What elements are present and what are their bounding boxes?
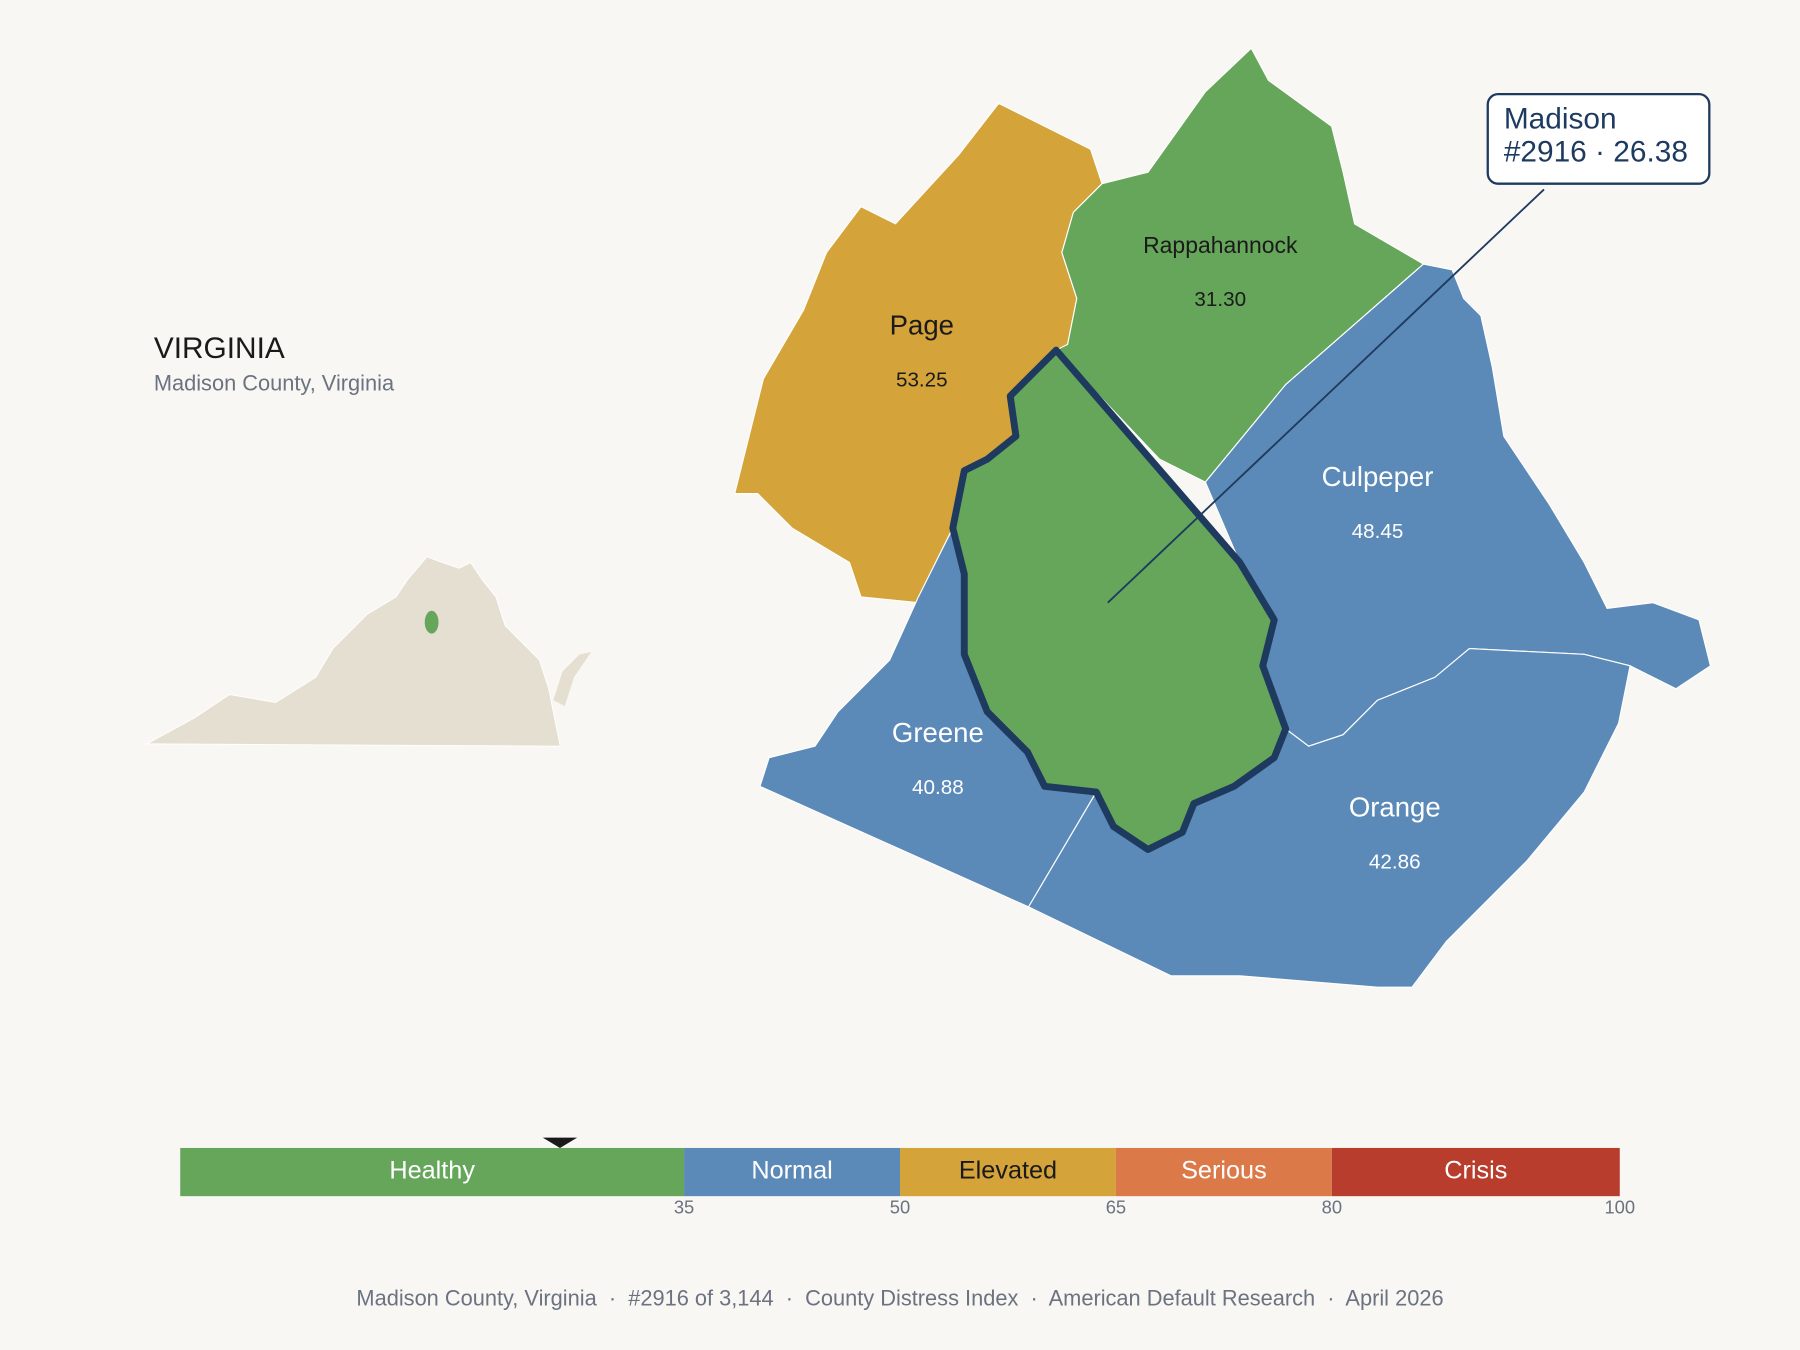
scale-label: Healthy — [389, 1157, 475, 1185]
county-value: 53.25 — [896, 369, 948, 392]
scale-segment — [684, 1147, 900, 1197]
county-name: Culpeper — [1322, 461, 1434, 492]
scale-tick-label: 50 — [890, 1197, 910, 1218]
scale-tick-label: 65 — [1106, 1197, 1126, 1218]
county-name: Orange — [1349, 792, 1441, 823]
callout-detail: #2916 · 26.38 — [1504, 136, 1688, 169]
subtitle: Madison County, Virginia — [154, 370, 395, 395]
callout-leader — [1107, 188, 1545, 604]
scale-segment — [180, 1147, 685, 1197]
scale-tick-label: 35 — [674, 1197, 694, 1218]
scale-tick-label: 80 — [1322, 1197, 1342, 1218]
county-name: Page — [890, 309, 954, 340]
scale-segment — [1115, 1147, 1332, 1197]
state-minimap — [145, 556, 561, 747]
scale-label: Elevated — [959, 1157, 1057, 1185]
focus-county — [949, 346, 1290, 853]
county-name: Greene — [892, 717, 984, 748]
county-value: 31.30 — [1194, 288, 1246, 311]
scale-tick-label: 100 — [1604, 1197, 1635, 1218]
score-marker — [542, 1137, 578, 1148]
callout-box — [1486, 92, 1711, 185]
county-value: 42.86 — [1369, 851, 1421, 874]
footer: Madison County, Virginia · #2916 of 3,14… — [356, 1285, 1443, 1310]
minimap-highlight — [424, 610, 439, 634]
county-shape — [1055, 47, 1425, 483]
state-minimap-shore — [553, 652, 592, 706]
scale-segment — [900, 1147, 1116, 1197]
scale-label: Crisis — [1444, 1157, 1507, 1185]
county-value: 40.88 — [912, 776, 964, 799]
scale-segment — [1331, 1147, 1620, 1197]
county-name: Rappahannock — [1143, 232, 1298, 258]
county-value: 48.45 — [1352, 520, 1404, 543]
scale-label: Serious — [1181, 1157, 1267, 1185]
callout-name: Madison — [1504, 102, 1617, 135]
scale-label: Normal — [751, 1157, 832, 1185]
state-title: VIRGINIA — [154, 332, 285, 365]
